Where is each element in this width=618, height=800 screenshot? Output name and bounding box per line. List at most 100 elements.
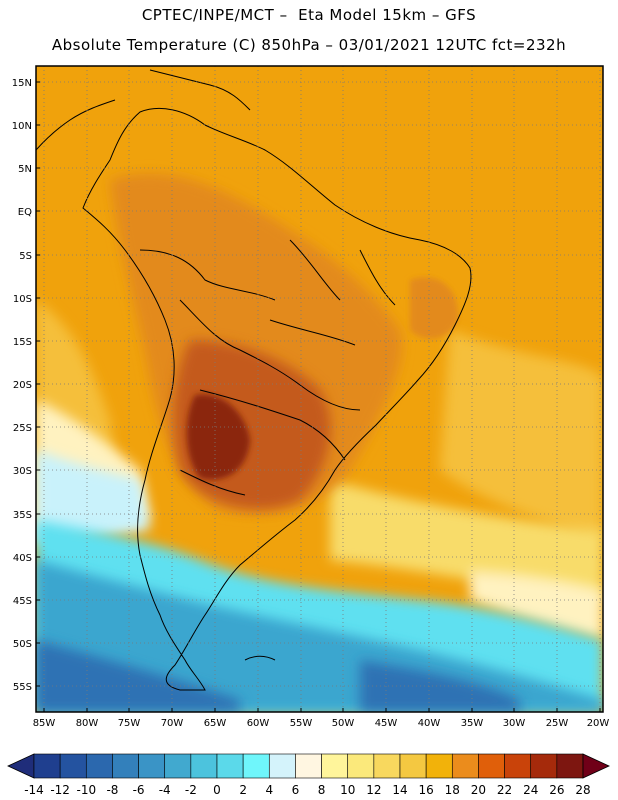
colorbar-label: -6: [133, 783, 145, 797]
border-brazil-states-2: [289, 239, 341, 301]
lon-label: 45W: [375, 718, 398, 729]
lon-label: 30W: [503, 718, 526, 729]
field-south-blue: [36, 560, 603, 712]
lon-label: 70W: [161, 718, 184, 729]
border-bolivia: [179, 299, 301, 386]
border-brazil-states-1: [269, 319, 356, 346]
colorbar-label: 16: [418, 783, 433, 797]
colorbar-label: 14: [392, 783, 407, 797]
lat-label: 25S: [13, 423, 32, 434]
colorbar-label: 26: [549, 783, 564, 797]
colorbar-label: -14: [24, 783, 44, 797]
lon-label: 20W: [587, 718, 610, 729]
lat-label: 20S: [13, 380, 32, 391]
lat-label: EQ: [18, 207, 32, 218]
lon-label: 50W: [332, 718, 355, 729]
lat-label: 50S: [13, 639, 32, 650]
colorbar-box: [85, 753, 113, 779]
colorbar-box: [321, 753, 349, 779]
lat-label: 30S: [13, 466, 32, 477]
colorbar-label: 22: [497, 783, 512, 797]
south-america-coast: [82, 107, 472, 691]
lon-label: 60W: [247, 718, 270, 729]
colorbar-box: [112, 753, 139, 779]
central-america-coast: [36, 99, 116, 151]
colorbar-box: [478, 753, 505, 779]
colorbar-label: 0: [213, 783, 221, 797]
colorbar-label: 24: [523, 783, 538, 797]
lon-label: 40W: [418, 718, 441, 729]
temperature-field: [36, 66, 603, 712]
title-line-2: Absolute Temperature (C) 850hPa – 03/01/…: [51, 36, 567, 54]
lon-label: 55W: [290, 718, 313, 729]
field-northeast-warm: [410, 277, 459, 339]
colorbar-box: [399, 753, 427, 779]
colorbar-labels: -14 -12 -10 -8 -6 -4 -2 0 2 4 6 8 10 12 14 16 18 20 22 24 26…: [24, 783, 590, 797]
colorbar-label: 12: [366, 783, 381, 797]
lon-label: 85W: [33, 718, 56, 729]
falklands: [244, 655, 276, 661]
lat-label: 15N: [12, 78, 32, 89]
colorbar-box: [216, 753, 244, 779]
colorbar-box: [451, 753, 479, 779]
field-chaco-core: [186, 394, 250, 480]
colorbar-label: -12: [50, 783, 70, 797]
colorbar-under-triangle: [7, 753, 35, 779]
field-atlantic-yellow: [330, 480, 603, 600]
lon-label: 35W: [461, 718, 484, 729]
lat-label: 5S: [19, 251, 32, 262]
lat-label: 45S: [13, 596, 32, 607]
lat-label: 35S: [13, 510, 32, 521]
caribbean-islands: [149, 69, 251, 111]
colorbar-box: [295, 753, 322, 779]
border-brazil-states-3: [359, 249, 396, 306]
colorbar-box: [425, 753, 453, 779]
border-peru-brazil: [139, 249, 276, 301]
colorbar-box: [164, 753, 192, 779]
colorbar-box: [373, 753, 401, 779]
colorbar-box: [190, 753, 218, 779]
colorbar-label: 4: [265, 783, 273, 797]
colorbar: -14 -12 -10 -8 -6 -4 -2 0 2 4 6 8 10 12 14 16 18 20 22 24 26…: [7, 753, 610, 797]
latitude-labels: 15N 10N 5N EQ 5S 10S 15S 20S 25S 30S 35S…: [12, 78, 32, 693]
lat-label: 55S: [13, 682, 32, 693]
lon-label: 65W: [204, 718, 227, 729]
colorbar-boxes: [33, 753, 584, 779]
colorbar-label: 18: [445, 783, 460, 797]
border-argentina-provinces: [179, 469, 246, 496]
border-brazil-states-4: [299, 384, 361, 411]
field-pacific-cyan-light: [36, 450, 150, 545]
colorbar-label: 20: [471, 783, 486, 797]
colorbar-label: 28: [575, 783, 590, 797]
lat-label: 10N: [12, 121, 32, 132]
colorbar-box: [347, 753, 375, 779]
colorbar-box: [242, 753, 270, 779]
lat-label: 15S: [13, 337, 32, 348]
colorbar-label: -10: [76, 783, 96, 797]
colorbar-box: [268, 753, 296, 779]
border-argentina-north: [199, 389, 346, 461]
graticule: [36, 66, 603, 712]
colorbar-label: 6: [292, 783, 300, 797]
colorbar-box: [556, 753, 584, 779]
lon-label: 25W: [546, 718, 569, 729]
lon-label: 80W: [76, 718, 99, 729]
colorbar-box: [138, 753, 166, 779]
colorbar-box: [530, 753, 558, 779]
colorbar-box: [33, 753, 61, 779]
coastlines: [36, 69, 472, 691]
title-line-1: CPTEC/INPE/MCT – Eta Model 15km – GFS: [141, 6, 477, 24]
colorbar-label: 2: [239, 783, 247, 797]
field-atlantic-gold: [440, 330, 603, 540]
colorbar-label: 10: [340, 783, 355, 797]
colorbar-label: -8: [106, 783, 118, 797]
field-atlantic-pale: [470, 570, 603, 640]
lon-label: 75W: [118, 718, 141, 729]
colorbar-box: [59, 753, 87, 779]
colorbar-label: -2: [185, 783, 197, 797]
longitude-labels: 85W 80W 75W 70W 65W 60W 55W 50W 45W 40W …: [33, 718, 610, 729]
colorbar-box: [504, 753, 532, 779]
axis-ticks: [36, 81, 601, 712]
lat-label: 10S: [13, 294, 32, 305]
